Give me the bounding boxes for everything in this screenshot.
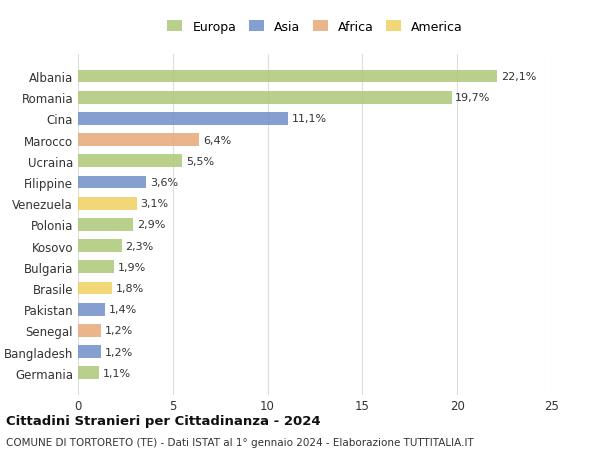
Bar xyxy=(78,176,146,189)
Text: 11,1%: 11,1% xyxy=(292,114,328,124)
Bar xyxy=(78,92,452,104)
Bar xyxy=(78,240,122,252)
Bar xyxy=(78,325,101,337)
Bar xyxy=(78,346,101,358)
Text: 1,8%: 1,8% xyxy=(116,283,144,293)
Bar xyxy=(78,282,112,295)
Text: 6,4%: 6,4% xyxy=(203,135,232,146)
Text: 5,5%: 5,5% xyxy=(186,157,214,167)
Text: 1,4%: 1,4% xyxy=(109,304,137,314)
Bar xyxy=(78,155,182,168)
Bar xyxy=(78,113,289,125)
Text: 2,3%: 2,3% xyxy=(125,241,154,251)
Text: 1,9%: 1,9% xyxy=(118,262,146,272)
Text: 3,6%: 3,6% xyxy=(150,178,178,188)
Text: 19,7%: 19,7% xyxy=(455,93,491,103)
Text: 1,1%: 1,1% xyxy=(103,368,131,378)
Bar xyxy=(78,261,114,274)
Text: 2,9%: 2,9% xyxy=(137,220,165,230)
Text: 1,2%: 1,2% xyxy=(104,326,133,336)
Bar xyxy=(78,303,104,316)
Bar xyxy=(78,367,99,379)
Text: 22,1%: 22,1% xyxy=(501,72,536,82)
Bar xyxy=(78,134,199,147)
Text: COMUNE DI TORTORETO (TE) - Dati ISTAT al 1° gennaio 2024 - Elaborazione TUTTITAL: COMUNE DI TORTORETO (TE) - Dati ISTAT al… xyxy=(6,437,474,447)
Legend: Europa, Asia, Africa, America: Europa, Asia, Africa, America xyxy=(164,17,466,38)
Text: 1,2%: 1,2% xyxy=(104,347,133,357)
Text: Cittadini Stranieri per Cittadinanza - 2024: Cittadini Stranieri per Cittadinanza - 2… xyxy=(6,414,320,428)
Bar xyxy=(78,197,137,210)
Bar xyxy=(78,218,133,231)
Text: 3,1%: 3,1% xyxy=(140,199,169,209)
Bar xyxy=(78,71,497,83)
